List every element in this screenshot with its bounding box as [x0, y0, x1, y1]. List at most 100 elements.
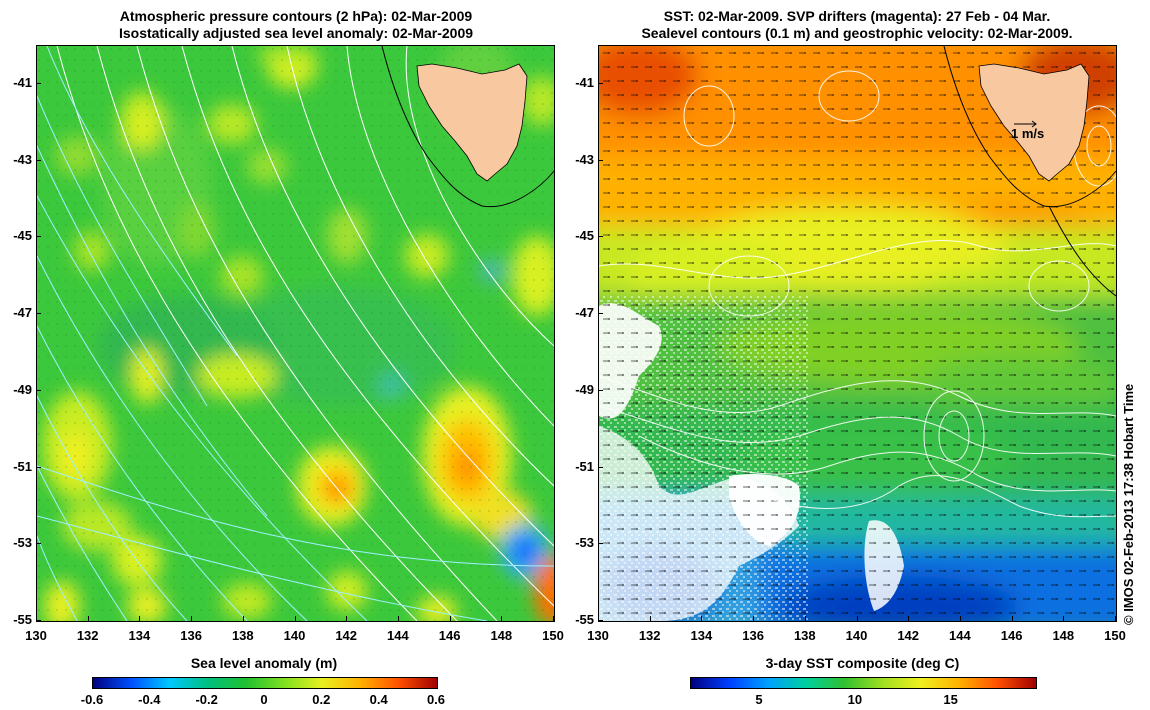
left-colorbar-label: Sea level anomaly (m): [190, 655, 338, 671]
right-x-tick-mark: [856, 616, 858, 621]
left-x-tick-mark: [294, 616, 296, 621]
left-title-line1: Atmospheric pressure contours (2 hPa): 0…: [119, 8, 473, 24]
left-x-tick-mark: [36, 616, 37, 621]
left-x-tick-label: 150: [542, 628, 564, 643]
right-x-tick-label: 142: [897, 628, 920, 643]
right-y-tick-mark: [598, 313, 603, 315]
vector-scale-label: 1 m/s: [1011, 126, 1045, 141]
right-y-tick-mark: [598, 620, 603, 621]
left-title-line2: Isostatically adjusted sea level anomaly…: [118, 25, 474, 41]
left-x-tick-mark: [553, 616, 554, 621]
right-y-tick-mark: [598, 236, 603, 238]
left-x-tick-label: 130: [25, 628, 47, 643]
sea-level-anomaly-map: [36, 45, 555, 622]
left-x-tick-label: 132: [76, 628, 99, 643]
right-y-tick-label: -47: [575, 305, 594, 321]
left-colorbar-tick: -0.2: [195, 692, 218, 707]
right-y-tick-mark: [598, 389, 603, 391]
right-y-tick-label: -41: [575, 75, 594, 90]
right-colorbar: [690, 677, 1037, 689]
left-y-tick-label: -55: [13, 612, 32, 627]
left-y-tick-label: -41: [13, 75, 32, 90]
right-x-tick-mark: [1011, 616, 1013, 621]
right-x-tick-label: 136: [742, 628, 764, 643]
right-colorbar-label: 3-day SST composite (deg C): [765, 655, 960, 671]
left-y-tick-mark: [36, 466, 41, 468]
right-y-tick-mark: [598, 543, 603, 545]
left-y-tick-mark: [36, 83, 41, 84]
left-x-tick-label: 134: [128, 628, 151, 643]
right-y-tick-label: -49: [575, 381, 594, 397]
left-x-tick-mark: [449, 616, 451, 621]
right-x-tick-mark: [753, 616, 755, 621]
right-x-tick-label: 134: [690, 628, 713, 643]
right-colorbar-tick: 15: [943, 692, 958, 707]
right-colorbar-tick: 10: [847, 692, 863, 707]
left-x-tick-mark: [191, 616, 193, 621]
left-colorbar-tick: 0.2: [312, 692, 331, 707]
left-x-tick-label: 142: [335, 628, 358, 643]
left-y-tick-mark: [36, 236, 41, 238]
copyright-text: © IMOS 02-Feb-2013 17:38 Hobart Time: [1121, 383, 1136, 625]
right-x-tick-label: 130: [587, 628, 609, 643]
left-x-tick-mark: [501, 616, 503, 621]
left-y-tick-mark: [36, 543, 41, 545]
right-y-tick-mark: [598, 466, 603, 468]
left-y-tick-mark: [36, 389, 41, 391]
right-title-line1: SST: 02-Mar-2009. SVP drifters (magenta)…: [663, 8, 1051, 24]
right-x-tick-label: 144: [949, 628, 971, 643]
right-y-tick-label: -45: [575, 228, 594, 244]
right-y-tick-label: -53: [575, 535, 594, 551]
left-x-tick-mark: [397, 616, 399, 621]
left-y-tick-label: -43: [13, 151, 32, 167]
right-x-tick-mark: [908, 616, 910, 621]
tasmania-land-left: [416, 63, 528, 182]
right-x-tick-label: 146: [1000, 628, 1023, 643]
right-x-tick-mark: [598, 616, 599, 621]
right-x-tick-label: 140: [845, 628, 868, 643]
right-y-tick-mark: [598, 159, 603, 161]
right-y-tick-mark: [598, 83, 603, 84]
left-y-tick-mark: [36, 313, 41, 315]
left-x-tick-label: 136: [180, 628, 202, 643]
left-x-tick-label: 146: [438, 628, 461, 643]
left-x-tick-label: 148: [490, 628, 513, 643]
right-x-tick-label: 150: [1104, 628, 1126, 643]
right-title: SST: 02-Mar-2009. SVP drifters (magenta)…: [598, 8, 1116, 42]
right-colorbar-tick: 5: [755, 692, 763, 707]
left-colorbar-tick: -0.6: [80, 692, 104, 707]
left-x-tick-mark: [346, 616, 348, 621]
left-colorbar: [92, 677, 438, 689]
left-x-tick-mark: [139, 616, 141, 621]
right-x-tick-mark: [1115, 616, 1116, 621]
right-x-tick-label: 138: [793, 628, 816, 643]
left-y-tick-label: -47: [13, 305, 32, 321]
left-y-tick-label: -49: [13, 381, 32, 397]
left-title: Atmospheric pressure contours (2 hPa): 0…: [36, 8, 556, 42]
left-y-tick-label: -51: [13, 458, 32, 474]
right-x-tick-mark: [804, 616, 806, 621]
right-y-tick-label: -43: [575, 151, 594, 167]
left-colorbar-tick: -0.4: [138, 692, 161, 707]
right-title-line2: Sealevel contours (0.1 m) and geostrophi…: [641, 25, 1073, 41]
left-colorbar-tick: 0: [260, 692, 268, 707]
right-x-tick-mark: [959, 616, 961, 621]
right-x-tick-label: 148: [1052, 628, 1075, 643]
right-x-tick-mark: [1063, 616, 1065, 621]
left-x-tick-label: 144: [387, 628, 409, 643]
right-y-tick-label: -51: [575, 458, 594, 474]
right-x-tick-mark: [649, 616, 651, 621]
sst-map: 1 m/s: [598, 45, 1117, 622]
left-x-tick-mark: [87, 616, 89, 621]
left-x-tick-mark: [242, 616, 244, 621]
right-x-tick-label: 132: [638, 628, 661, 643]
left-colorbar-tick: 0.6: [426, 692, 446, 707]
left-x-tick-label: 140: [283, 628, 306, 643]
left-y-tick-mark: [36, 620, 41, 621]
left-y-tick-mark: [36, 159, 41, 161]
left-colorbar-tick: 0.4: [369, 692, 388, 707]
left-y-tick-label: -45: [13, 228, 32, 244]
right-x-tick-mark: [701, 616, 703, 621]
left-x-tick-label: 138: [231, 628, 254, 643]
left-y-tick-label: -53: [13, 535, 32, 551]
